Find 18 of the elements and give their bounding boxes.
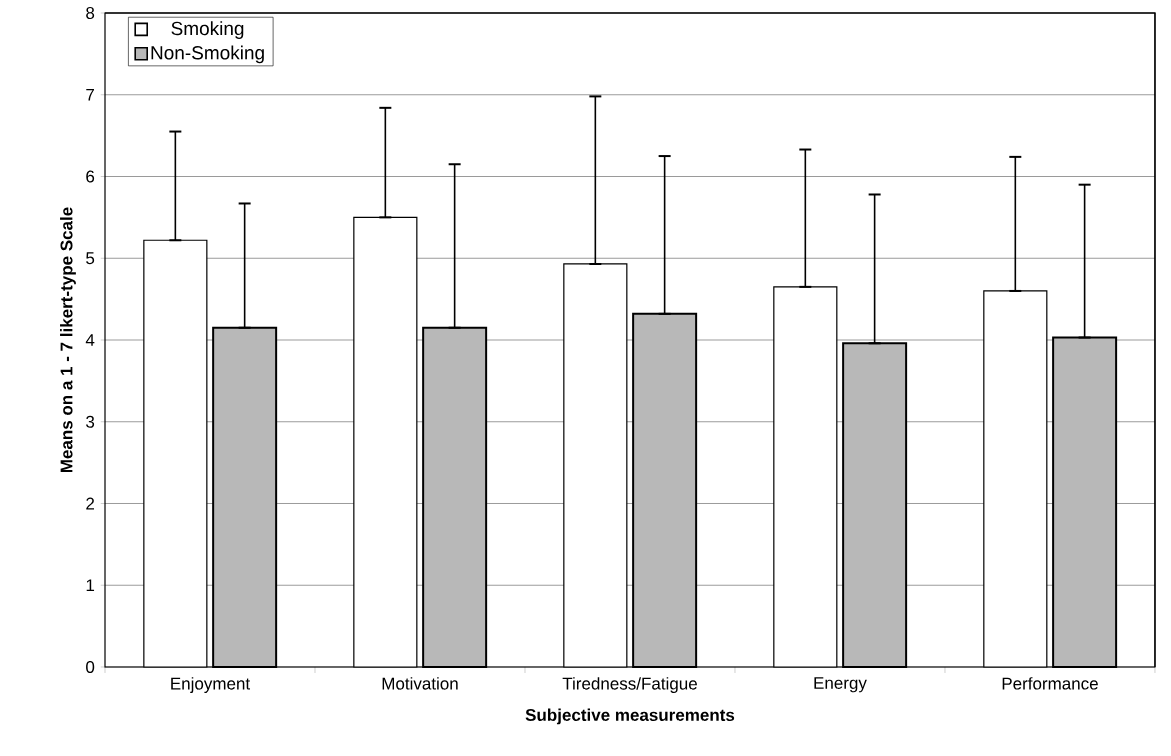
x-axis-title: Subjective measurements xyxy=(525,708,735,725)
legend-label: Smoking xyxy=(171,21,244,39)
x-tick-label: Enjoyment xyxy=(171,677,251,693)
y-tick-label: 3 xyxy=(86,415,95,428)
y-tick-label: 7 xyxy=(86,88,95,101)
y-tick-label: 4 xyxy=(85,334,95,346)
y-tick-label: 0 xyxy=(86,660,95,674)
x-tick-label: Performance xyxy=(1002,677,1098,690)
legend-label: Non-Smoking xyxy=(151,45,264,64)
y-tick-label: 6 xyxy=(86,170,95,183)
x-tick-label: Tiredness/Fatigue xyxy=(562,677,697,693)
x-tick-label: Motivation xyxy=(382,677,458,690)
y-tick-label: 5 xyxy=(86,252,95,265)
y-tick-label: 1 xyxy=(86,579,95,592)
y-tick-label: 8 xyxy=(86,6,95,20)
y-axis-title: Means on a 1 - 7 likert-type Scale xyxy=(60,207,76,473)
x-tick-label: Energy xyxy=(814,677,867,693)
y-tick-label: 2 xyxy=(86,497,95,510)
